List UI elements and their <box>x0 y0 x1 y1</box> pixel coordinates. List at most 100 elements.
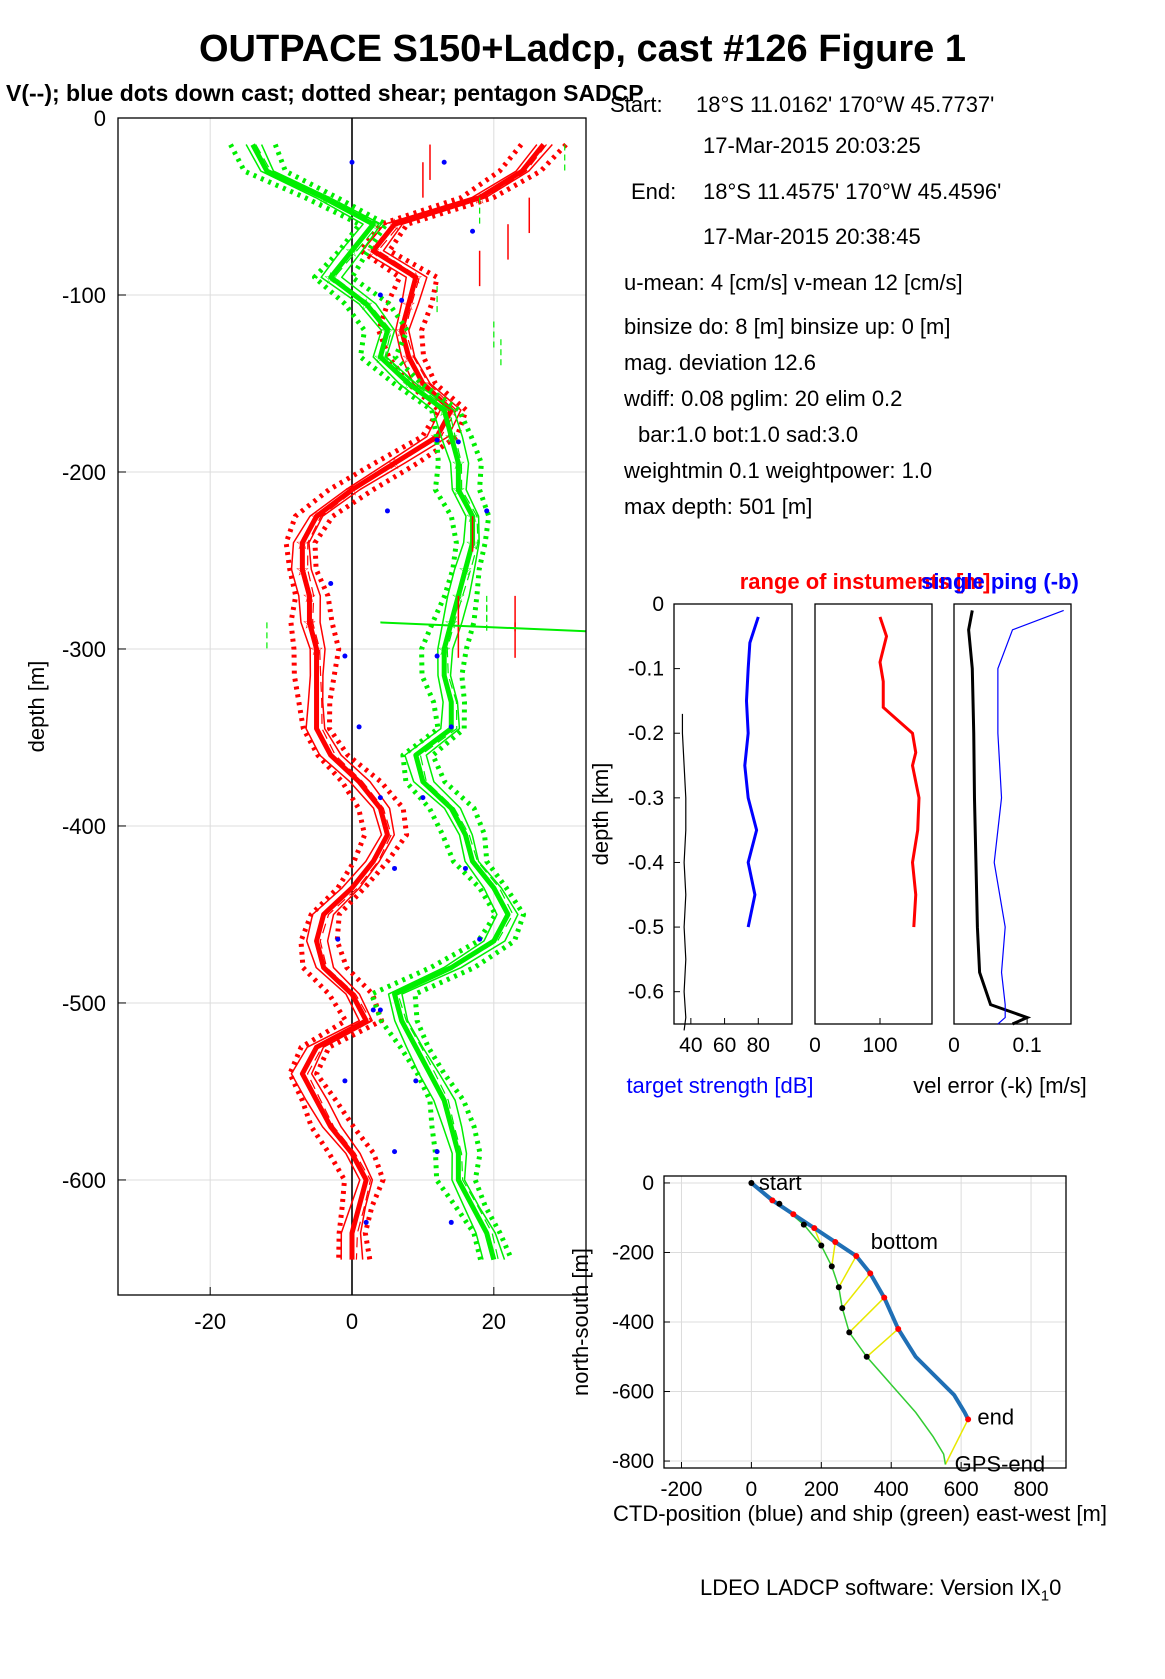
ctd-dot <box>832 1239 839 1246</box>
down-cast-dot <box>349 159 355 165</box>
u-star-marker: ☆ <box>309 509 323 526</box>
software-version-text: LDEO LADCP software: Version IX <box>700 1575 1041 1600</box>
y-tick-label: -400 <box>62 814 106 839</box>
u-profile-thin-line <box>290 144 538 1260</box>
mag-deviation: mag. deviation 12.6 <box>624 350 817 375</box>
x-axis-label: target strength [dB] <box>626 1073 813 1098</box>
v-star-marker: ☆ <box>437 642 451 659</box>
y-tick-label: 0 <box>94 106 106 131</box>
v-star-marker: ☆ <box>437 403 451 420</box>
v-profile-dashed-line <box>255 144 514 1260</box>
down-cast-dot <box>413 1078 419 1084</box>
y-tick-label: -200 <box>612 1241 654 1264</box>
x-tick-label: -20 <box>194 1309 226 1334</box>
y-tick-label: -0.5 <box>628 916 664 939</box>
x-tick-label: 40 <box>679 1034 702 1057</box>
v-star-marker: ☆ <box>345 244 359 261</box>
v-star-marker: ☆ <box>402 376 416 393</box>
u-profile-dashed-line <box>306 144 547 1260</box>
ship-dot <box>839 1305 846 1312</box>
link-line <box>944 1418 969 1465</box>
ship-track <box>750 1182 947 1465</box>
range-chart: 0 100 <box>809 603 933 1057</box>
y-tick-label: 0 <box>642 1172 654 1195</box>
figure-title: OUTPACE S150+Ladcp, cast #126 Figure 1 <box>199 28 966 70</box>
u-shear-line <box>312 142 568 1261</box>
down-cast-dot <box>363 1219 369 1225</box>
target-strength-line <box>743 616 760 928</box>
x-tick-label: 60 <box>713 1034 736 1057</box>
link-line <box>848 1297 885 1333</box>
software-version-end: 0 <box>1049 1575 1062 1600</box>
v-star-marker: ☆ <box>444 430 458 447</box>
v-shear-line <box>272 143 527 1261</box>
ctd-dot <box>769 1197 776 1204</box>
x-tick-label: 100 <box>862 1034 897 1057</box>
down-cast-dot <box>377 292 383 298</box>
y-tick-label: -0.6 <box>628 981 664 1004</box>
v-star-marker: ☆ <box>373 350 387 367</box>
end-dot <box>965 1416 972 1423</box>
ctd-dot <box>853 1252 860 1259</box>
x-tick-label: 80 <box>747 1034 770 1057</box>
u-star-marker: ☆ <box>409 270 423 287</box>
u-star-marker: ☆ <box>387 456 401 473</box>
vel-error-line <box>967 610 1032 1026</box>
range-edge-line <box>681 713 687 1031</box>
v-profile-thin-line <box>245 144 498 1260</box>
wdiff-info: wdiff: 0.08 pglim: 20 elim 0.2 <box>624 386 903 411</box>
panel-title: range of instuments [m] <box>740 569 991 594</box>
link-line <box>838 1255 857 1288</box>
ship-dot <box>800 1221 807 1228</box>
start-time: 17-Mar-2015 20:03:25 <box>703 133 921 158</box>
u-star-marker: ☆ <box>309 642 323 659</box>
down-cast-dot <box>370 1007 376 1013</box>
y-tick-label: -600 <box>62 1168 106 1193</box>
single-ping-line <box>993 609 1064 1025</box>
v-star-marker: ☆ <box>458 562 472 579</box>
vel-error-chart: 0 0.1 vel error (-k) [m/s] single ping (-b) <box>913 569 1087 1098</box>
u-star-marker: ☆ <box>402 350 416 367</box>
y-tick-label: -500 <box>62 991 106 1016</box>
v-star-marker: ☆ <box>380 323 394 340</box>
ship-dot <box>835 1284 842 1291</box>
y-tick-label: -200 <box>62 460 106 485</box>
y-tick-label: -800 <box>612 1450 654 1473</box>
u-star-marker: ☆ <box>402 297 416 314</box>
down-cast-dot <box>448 724 454 730</box>
y-axis-label: depth [km] <box>588 763 613 866</box>
ctd-track <box>750 1181 970 1421</box>
u-star-marker: ☆ <box>302 589 316 606</box>
v-star-marker: ☆ <box>316 191 330 208</box>
x-tick-label: 0 <box>746 1478 758 1501</box>
down-cast-dot <box>342 1078 348 1084</box>
end-label: End: <box>631 179 677 204</box>
ship-dot <box>846 1329 853 1336</box>
v-star-marker: ☆ <box>359 297 373 314</box>
position-label: bottom <box>871 1229 938 1254</box>
y-axis-label: depth [m] <box>24 661 49 753</box>
u-star-marker: ☆ <box>345 483 359 500</box>
v-star-marker: ☆ <box>451 483 465 500</box>
ship-dot <box>776 1200 783 1207</box>
down-cast-dot <box>384 508 390 514</box>
down-cast-dot <box>462 865 468 871</box>
y-tick-label: -300 <box>62 637 106 662</box>
v-star-marker: ☆ <box>366 217 380 234</box>
y-axis-label: north-south [m] <box>568 1248 593 1396</box>
x-tick-label: 0 <box>809 1034 821 1057</box>
down-cast-dot <box>377 795 383 801</box>
ctd-dot <box>881 1294 888 1301</box>
position-label: start <box>759 1170 802 1195</box>
down-cast-dot <box>399 297 405 303</box>
x-axis-label: vel error (-k) [m/s] <box>913 1073 1087 1098</box>
position-label: GPS-end <box>955 1452 1046 1477</box>
software-version: LDEO LADCP software: Version IX10 <box>700 1575 1061 1604</box>
end-position: 18°S 11.4575' 170°W 45.4596' <box>703 179 1002 204</box>
ship-dot <box>818 1242 825 1249</box>
ctd-dot <box>867 1270 874 1277</box>
u-profile-line <box>299 142 546 1260</box>
u-profile-thin-line <box>308 144 553 1260</box>
weight-info: weightmin 0.1 weightpower: 1.0 <box>624 458 933 483</box>
